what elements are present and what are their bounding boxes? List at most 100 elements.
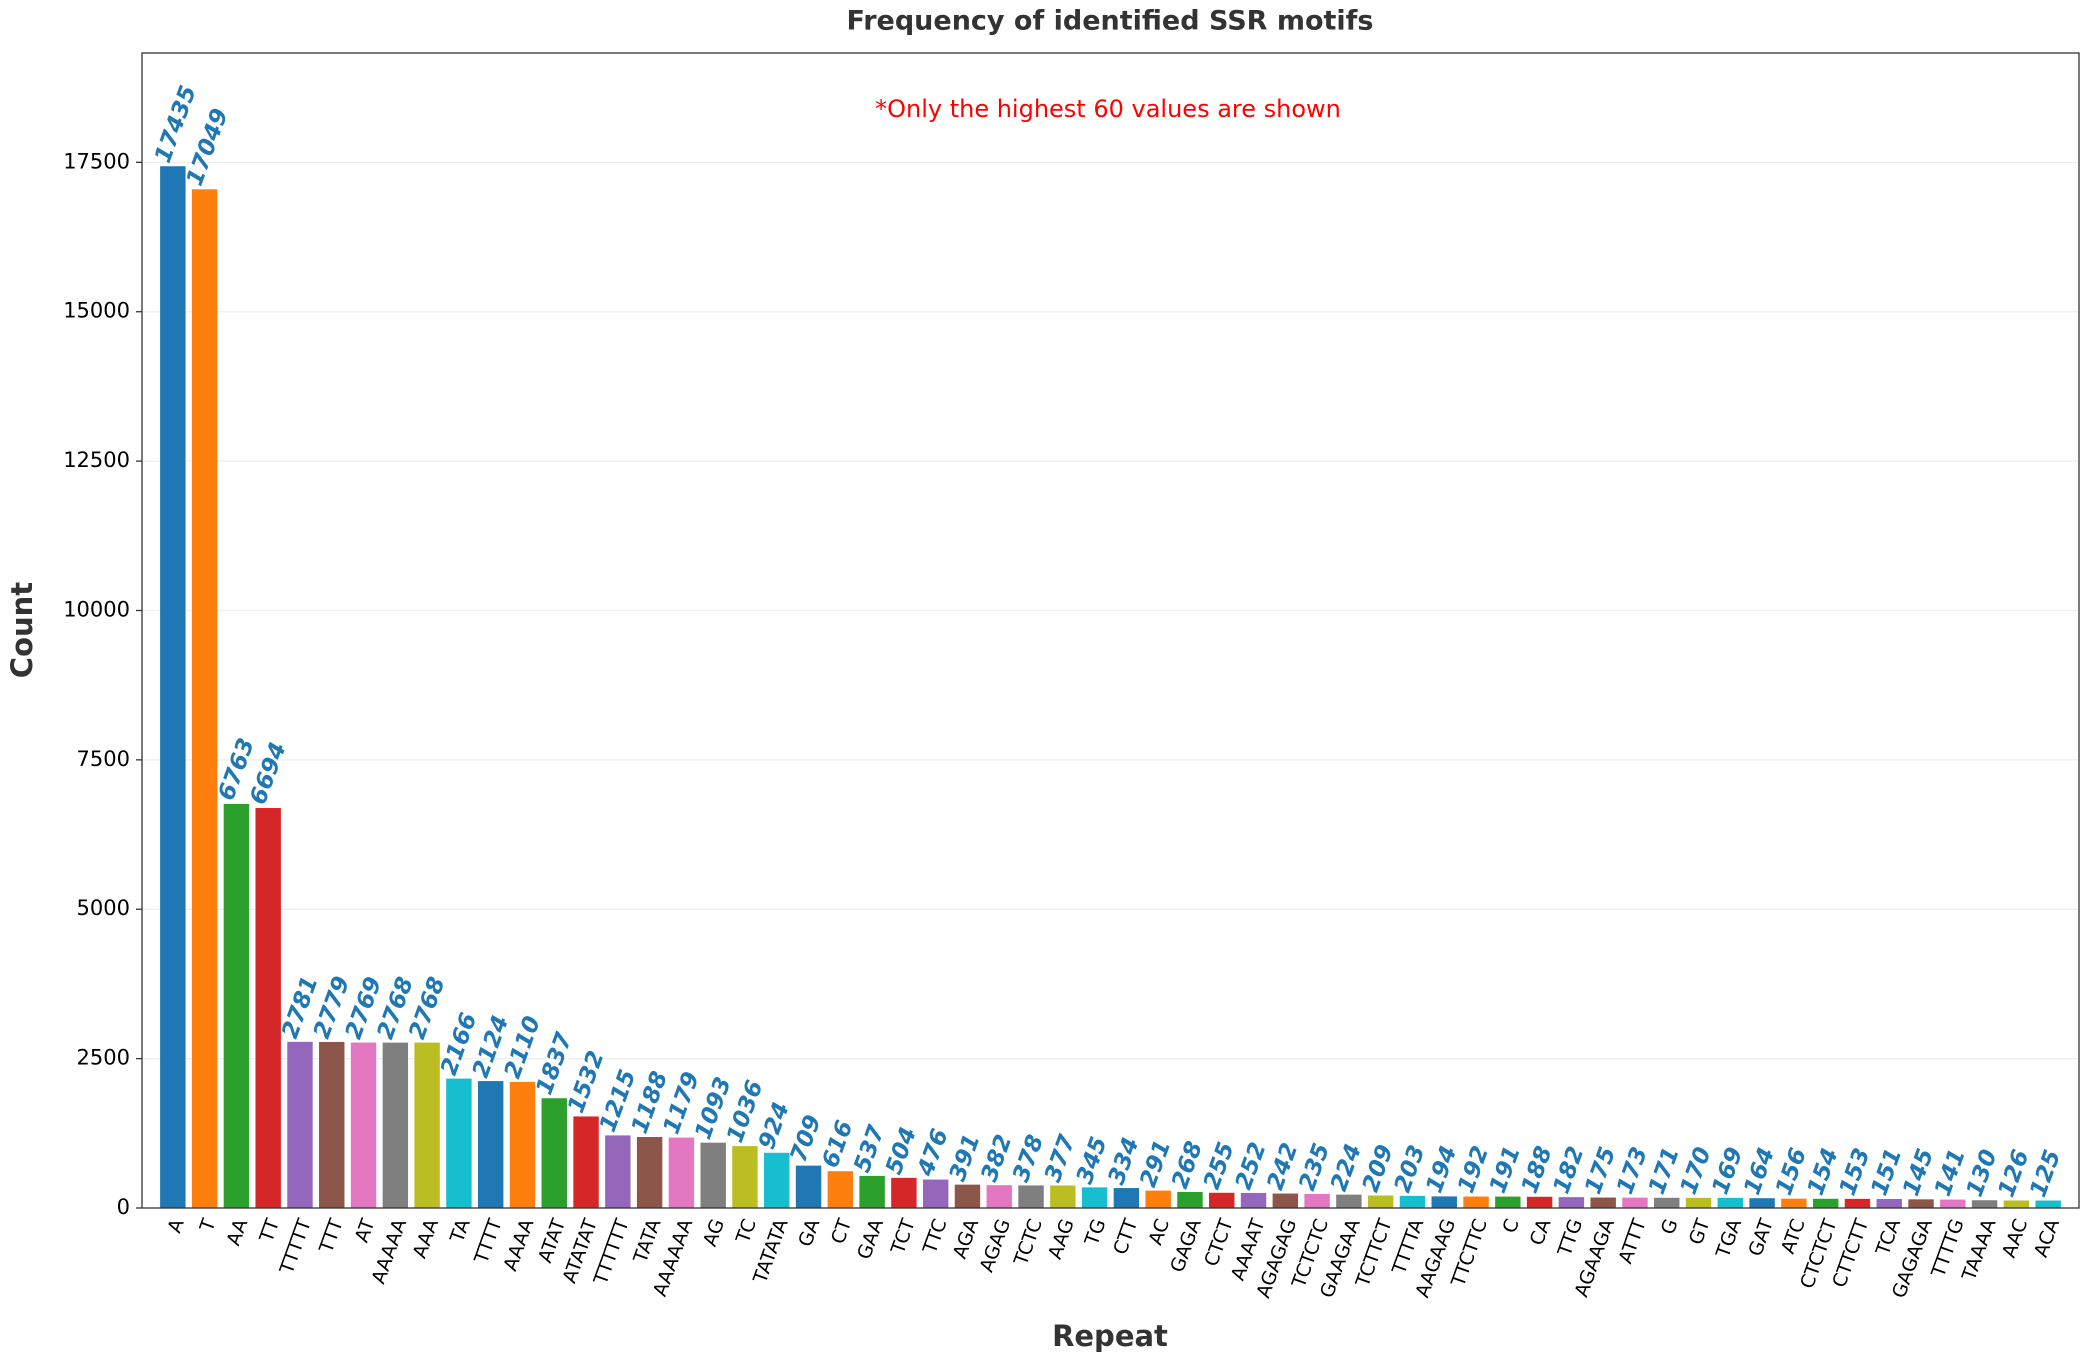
x-tick-label: AG	[699, 1216, 729, 1249]
bar	[1844, 1198, 1871, 1208]
bar	[764, 1152, 790, 1208]
bar	[986, 1185, 1012, 1208]
bar	[191, 189, 218, 1208]
bar	[1145, 1190, 1171, 1208]
bar	[1526, 1196, 1553, 1208]
bar	[1654, 1197, 1680, 1208]
bar	[922, 1179, 949, 1208]
bar	[795, 1165, 822, 1208]
bar	[605, 1135, 631, 1208]
x-tick-label: GA	[794, 1216, 824, 1250]
x-tick-label: C	[1498, 1216, 1523, 1236]
bar	[1749, 1198, 1775, 1208]
bar	[1272, 1193, 1299, 1208]
x-tick-label: G	[1657, 1216, 1683, 1237]
bar	[1177, 1191, 1203, 1208]
bar	[382, 1042, 409, 1208]
bar	[446, 1078, 472, 1208]
bar	[2035, 1200, 2061, 1208]
bar	[350, 1042, 377, 1208]
x-tick-label: ATAT	[534, 1216, 570, 1266]
y-tick-label: 7500	[77, 747, 130, 771]
bar	[223, 803, 250, 1208]
x-tick-label: ATC	[1777, 1216, 1810, 1257]
bar	[1622, 1197, 1648, 1208]
bar	[1018, 1185, 1044, 1208]
x-tick-label: T	[195, 1216, 220, 1236]
bar	[255, 808, 281, 1208]
x-tick-label: AT	[351, 1216, 380, 1246]
x-tick-label: TCA	[1872, 1216, 1906, 1259]
bar	[1590, 1197, 1616, 1208]
bar	[1367, 1195, 1394, 1208]
bar	[414, 1042, 440, 1208]
x-tick-label: A	[164, 1216, 189, 1236]
bar	[287, 1041, 313, 1208]
bar	[477, 1081, 504, 1208]
x-tick-label: TT	[255, 1216, 284, 1246]
bar	[1081, 1187, 1108, 1208]
x-tick-label: AAC	[1998, 1216, 2032, 1261]
y-tick-label: 0	[117, 1195, 130, 1219]
bar	[1304, 1193, 1330, 1208]
x-tick-label: AA	[223, 1216, 253, 1248]
bar	[891, 1177, 917, 1208]
x-tick-label: AAG	[1044, 1216, 1079, 1262]
bar	[160, 166, 186, 1208]
bar	[1908, 1199, 1934, 1208]
chart-title: Frequency of identified SSR motifs	[847, 6, 1374, 37]
bar	[1209, 1192, 1235, 1208]
bar	[732, 1146, 758, 1208]
x-tick-label: TTC	[919, 1216, 952, 1257]
x-tick-label: CT	[827, 1216, 856, 1247]
x-tick-label: AGA	[949, 1216, 983, 1261]
x-tick-label: ACA	[2030, 1216, 2064, 1260]
bar	[668, 1137, 695, 1208]
bar	[1558, 1197, 1585, 1208]
annotation: *Only the highest 60 values are shown	[875, 95, 1341, 123]
bar	[1463, 1196, 1489, 1208]
bar	[1240, 1192, 1267, 1208]
bar	[1876, 1198, 1902, 1208]
x-tick-label: CA	[1526, 1216, 1556, 1248]
bar	[859, 1175, 885, 1208]
x-tick-label: TGA	[1712, 1216, 1746, 1261]
bar	[509, 1081, 536, 1208]
x-tick-label: AC	[1145, 1216, 1175, 1248]
bar	[1812, 1198, 1839, 1208]
x-tick-label: GT	[1685, 1216, 1715, 1248]
bar	[636, 1137, 663, 1208]
x-tick-label: CTT	[1109, 1216, 1142, 1258]
bar	[1685, 1197, 1712, 1208]
y-tick-label: 17500	[63, 149, 130, 173]
x-tick-label: GAA	[853, 1216, 888, 1262]
x-tick-label: TG	[1080, 1216, 1110, 1249]
bar	[2003, 1200, 2030, 1208]
bar	[573, 1116, 599, 1208]
bar	[1971, 1200, 1998, 1208]
x-tick-label: TTG	[1553, 1216, 1587, 1260]
bar	[1940, 1199, 1966, 1208]
x-tick-label: TA	[446, 1216, 475, 1246]
plot-frame	[141, 52, 2080, 1209]
y-tick-label: 5000	[77, 896, 130, 920]
bar	[954, 1184, 981, 1208]
bar	[1431, 1196, 1457, 1208]
bar	[827, 1171, 854, 1208]
x-tick-label: TTT	[315, 1216, 348, 1257]
y-tick-label: 10000	[63, 597, 130, 621]
x-tick-label: TCTC	[1010, 1216, 1047, 1269]
x-tick-label: AAA	[409, 1216, 443, 1261]
bar	[1050, 1185, 1076, 1208]
bar	[319, 1041, 345, 1208]
bar	[700, 1142, 726, 1208]
x-tick-label: TCT	[887, 1216, 920, 1258]
bar	[541, 1098, 567, 1208]
x-axis-label: Repeat	[1052, 1319, 1168, 1353]
y-axis-label: Count	[5, 582, 39, 678]
bar	[1495, 1196, 1521, 1208]
bar	[1336, 1194, 1362, 1208]
bar	[1399, 1195, 1426, 1208]
y-tick-label: 2500	[77, 1046, 130, 1070]
